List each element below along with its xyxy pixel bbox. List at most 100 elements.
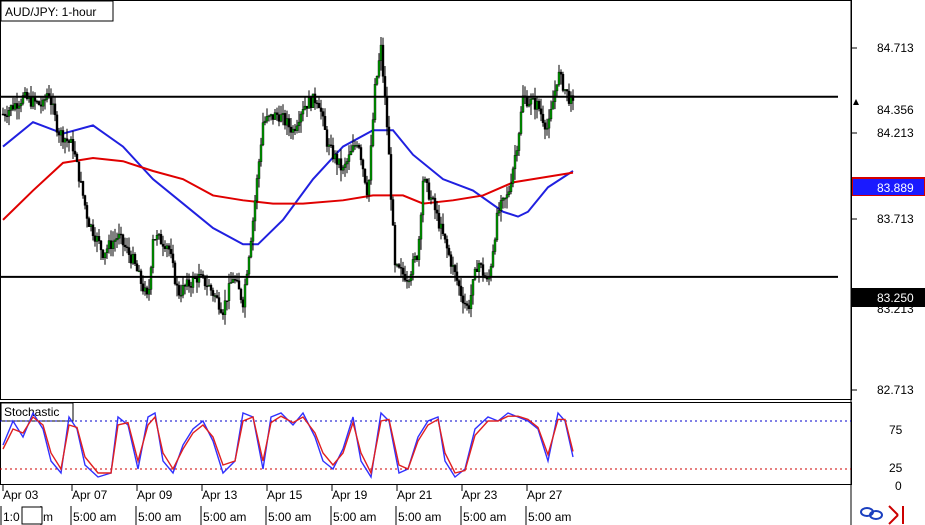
candle-body (387, 126, 391, 155)
candle-body (501, 197, 505, 201)
candle-body (155, 234, 159, 240)
candle-body (549, 108, 553, 120)
candle-body (67, 140, 71, 143)
candle-body (389, 154, 393, 200)
candle-body (245, 273, 249, 285)
time-label: 5:00 am (203, 510, 246, 524)
candle-body (163, 246, 167, 249)
time-label: 5:00 am (398, 510, 441, 524)
price-panel-frame (0, 0, 852, 400)
candle-body (507, 191, 511, 195)
candle-body (239, 288, 243, 300)
candle-body (491, 251, 495, 267)
candle-body (171, 253, 175, 264)
candle-body (393, 224, 397, 266)
candle-body (107, 240, 111, 250)
candle-body (249, 240, 253, 258)
candle-body (209, 284, 213, 291)
candle-body (11, 105, 15, 110)
candle-body (153, 239, 157, 241)
candle-body (119, 233, 123, 236)
time-label: 5:00 am (73, 510, 116, 524)
candle-body (415, 256, 419, 260)
candle-body (401, 267, 405, 275)
candle-body (357, 144, 361, 148)
candle-body (419, 214, 423, 240)
candle-body (55, 114, 59, 133)
candle-body (445, 239, 449, 249)
candles-layer (1, 36, 575, 325)
candle-body (57, 132, 61, 136)
candle-body (219, 309, 223, 313)
candle-body (269, 114, 273, 117)
candle-body (261, 122, 265, 146)
price-tick-label: 84.213 (877, 126, 914, 140)
candle-body (433, 197, 437, 211)
candle-body (25, 92, 29, 99)
time-label: m (43, 510, 53, 524)
time-axis: Apr 03 Apr 07 Apr 09 Apr 13 Apr 15 Apr 19 Apr … (0, 485, 571, 525)
candle-body (73, 150, 77, 155)
candle-body (183, 285, 187, 287)
candle-body (233, 279, 237, 281)
candle-body (489, 266, 493, 278)
candle-body (435, 209, 439, 214)
candle-body (397, 264, 401, 268)
candle-body (169, 249, 173, 255)
stochastic-lines (2, 411, 574, 479)
candle-body (565, 89, 569, 92)
candle-body (91, 224, 95, 237)
candle-body (383, 76, 387, 97)
time-scroll-box[interactable] (21, 506, 43, 525)
candle-body (265, 116, 269, 122)
candle-body (359, 147, 363, 161)
candle-body (75, 154, 79, 163)
candle-body (527, 103, 531, 107)
candle-body (213, 295, 217, 297)
moving-average-layer (2, 121, 574, 246)
price-tick-label: 84.713 (877, 41, 914, 55)
price-tick-label: 83.713 (877, 212, 914, 226)
stochastic-level-label: 0 (895, 479, 902, 493)
candle-body (295, 125, 299, 131)
candle-body (395, 264, 399, 266)
candle-body (231, 279, 235, 283)
candle-body (473, 268, 477, 280)
candle-body (337, 158, 341, 165)
candle-body (217, 297, 221, 310)
candle-body (237, 280, 241, 290)
candle-body (469, 294, 473, 310)
candle-body (531, 98, 535, 100)
scroll-to-end-icon[interactable] (888, 505, 904, 525)
candle-body (97, 236, 101, 242)
candle-body (271, 114, 275, 120)
candle-body (59, 130, 63, 136)
candle-body (303, 105, 307, 110)
candle-body (69, 139, 73, 143)
candle-body (9, 105, 13, 111)
candle-body (89, 224, 93, 227)
candle-body (439, 223, 443, 229)
candle-body (253, 200, 257, 222)
candle-body (291, 128, 295, 133)
candle-body (343, 163, 347, 168)
candle-body (229, 282, 233, 284)
candle-body (503, 197, 507, 200)
time-date-label: Apr 15 (267, 488, 303, 502)
candle-body (121, 234, 125, 246)
candle-body (211, 290, 215, 296)
link-icon[interactable] (860, 507, 883, 520)
candle-body (421, 180, 425, 216)
candle-body (557, 71, 561, 85)
candle-body (175, 283, 179, 286)
candle-body (353, 145, 357, 147)
candle-body (187, 279, 191, 287)
candle-body (391, 199, 395, 226)
candle-body (65, 138, 69, 141)
candle-body (407, 280, 411, 283)
candle-body (241, 299, 245, 308)
candle-body (341, 167, 345, 171)
candle-body (115, 238, 119, 241)
candle-body (297, 121, 301, 127)
